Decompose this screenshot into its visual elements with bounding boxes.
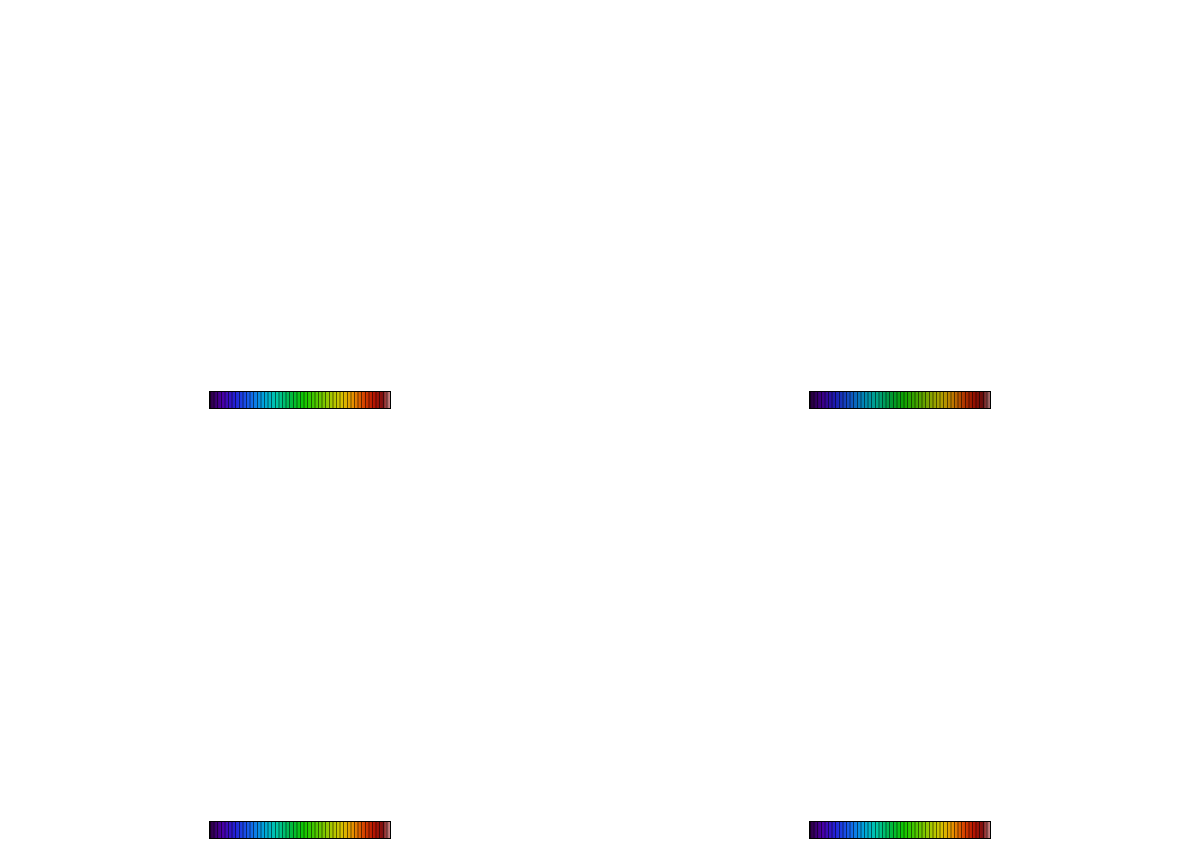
exner-plot-canvas — [690, 525, 1112, 738]
pottemp-plot-canvas — [90, 525, 512, 738]
command-line — [18, 857, 28, 866]
colorbar — [809, 821, 991, 839]
z-axis-label — [618, 550, 642, 720]
z-axis-label — [18, 550, 42, 720]
plot-area — [90, 525, 512, 738]
velz-plot-canvas — [90, 95, 512, 308]
panel-density-of-cloud — [600, 0, 1200, 434]
command-line — [618, 857, 628, 866]
colorbar — [809, 391, 991, 409]
z-axis-label — [618, 120, 642, 290]
plot-area — [690, 95, 1112, 308]
colorbar — [209, 821, 391, 839]
cloud-plot-canvas — [690, 95, 1112, 308]
z-axis-label — [18, 120, 42, 290]
colorbar — [209, 391, 391, 409]
panel-exner — [600, 430, 1200, 864]
plot-area — [690, 525, 1112, 738]
plot-area — [90, 95, 512, 308]
panel-potential-temperature — [0, 430, 600, 864]
panel-vertical-velocity — [0, 0, 600, 434]
